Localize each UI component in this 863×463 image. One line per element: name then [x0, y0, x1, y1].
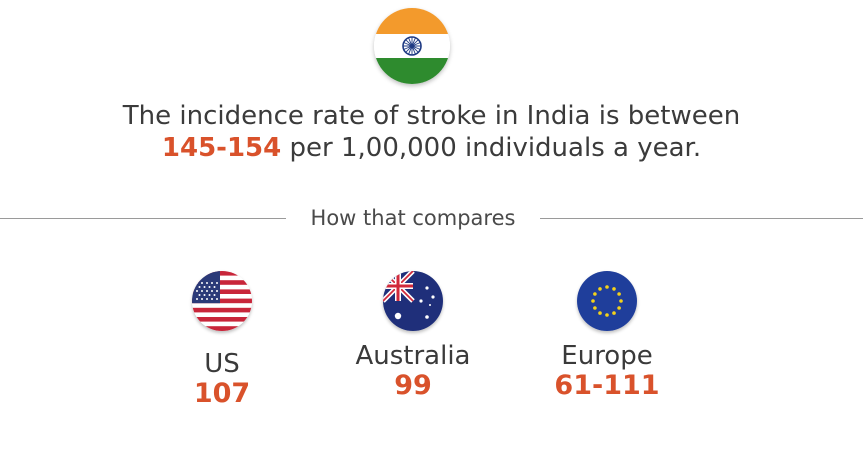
headline: The incidence rate of stroke in India is… — [0, 100, 863, 164]
country-name: Europe — [561, 341, 653, 371]
divider-line-right — [540, 218, 863, 219]
section-divider: How that compares — [0, 204, 863, 232]
divider-line-left — [0, 218, 286, 219]
country-value: 99 — [394, 370, 432, 401]
india-flag-icon — [374, 8, 450, 84]
country-value: 107 — [193, 378, 251, 409]
divider-label: How that compares — [310, 206, 516, 230]
us-flag-icon — [192, 271, 252, 331]
country-value: 61-111 — [554, 370, 660, 401]
incidence-range: 145-154 — [161, 133, 282, 163]
country-name: Australia — [355, 341, 471, 371]
comparison-australia: Australia 99 — [323, 271, 503, 401]
comparison-us: US 107 — [132, 271, 312, 409]
headline-line-2: 145-154 per 1,00,000 individuals a year. — [0, 132, 863, 164]
europe-flag-icon — [577, 271, 637, 331]
headline-suffix: per 1,00,000 individuals a year. — [289, 133, 702, 163]
headline-line-1: The incidence rate of stroke in India is… — [122, 101, 741, 131]
comparison-europe: Europe 61-111 — [517, 271, 697, 401]
country-name: US — [204, 349, 240, 379]
australia-flag-icon — [383, 271, 443, 331]
